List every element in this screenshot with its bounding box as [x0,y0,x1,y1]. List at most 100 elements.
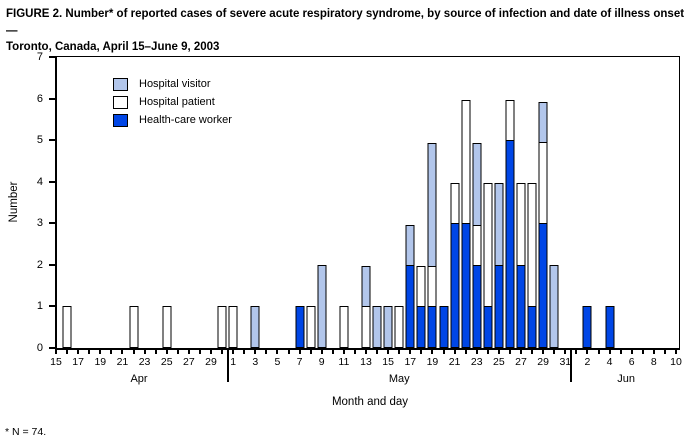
bar-may-30 [549,264,559,348]
x-tick [675,349,677,354]
x-tick [276,349,279,354]
bar-segment-hospital-patient [427,266,437,308]
x-tick [497,349,500,354]
x-axis-title: Month and day [331,396,409,408]
x-tick [542,349,545,354]
x-tick-label: 25 [493,356,505,368]
legend-label: Health-care worker [139,114,232,126]
x-tick [221,349,224,354]
x-tick [121,349,124,354]
x-tick [331,349,334,354]
x-tick [232,349,235,354]
x-tick-label: 15 [382,356,394,368]
y-tick-label: 1 [36,300,43,313]
bar-segment-hospital-visitor [361,266,371,308]
x-tick-label: 29 [205,356,217,368]
bar-segment-hospital-patient [461,100,471,225]
y-tick [49,263,55,266]
legend-row-health-care-worker: Health-care worker [113,113,232,127]
x-tick [176,349,179,354]
month-label-may: May [388,373,410,385]
x-tick-label: 7 [296,356,303,368]
x-tick-label: 19 [94,356,107,368]
bar-may-21 [450,183,460,348]
bars-layer [56,57,676,348]
bar-segment-hospital-patient [394,306,404,348]
legend-row-hospital-patient: Hospital patient [113,95,232,109]
x-tick [597,349,600,354]
bar-segment-hospital-visitor [317,264,327,348]
bar-segment-hospital-patient [483,183,493,308]
bar-segment-hospital-visitor [472,143,482,227]
x-tick [442,349,445,354]
bar-apr-25 [162,306,172,348]
x-tick [165,349,168,354]
figure-title-line2: Toronto, Canada, April 15–June 9, 2003 [6,41,220,54]
bar-segment-hospital-patient [450,183,460,225]
bar-segment-hospital-visitor [372,306,382,348]
x-tick [398,349,401,354]
bar-segment-hospital-visitor [549,264,559,348]
bar-segment-hospital-patient [62,306,72,348]
bar-segment-hospital-visitor [250,306,260,348]
x-tick [298,349,301,354]
x-tick-label: 13 [360,356,372,368]
x-tick-label: 27 [183,356,195,368]
bar-segment-health-care-worker [416,306,426,348]
bar-may-13 [361,266,371,348]
x-tick [66,349,69,354]
legend-swatch-health-care-worker [113,113,128,127]
bar-segment-health-care-worker [461,223,471,348]
legend-swatch-hospital-patient [113,95,128,109]
y-tick [49,222,55,225]
bar-segment-hospital-patient [339,306,349,348]
bar-segment-hospital-patient [538,141,548,225]
bar-jun-2 [582,306,592,348]
bar-may-16 [394,306,404,348]
x-tick [254,349,257,354]
bar-segment-hospital-patient [505,100,515,142]
x-tick [641,349,644,354]
x-tick-label: 2 [584,356,591,368]
x-tick [309,349,312,354]
bar-segment-hospital-patient [416,266,426,308]
x-tick [265,349,268,354]
bar-may-24 [483,183,493,348]
x-tick [243,349,246,354]
figure-title: FIGURE 2. Number* of reported cases of s… [6,6,688,56]
x-tick-label: 29 [537,356,549,368]
legend-row-hospital-visitor: Hospital visitor [113,77,232,91]
bar-may-8 [306,306,316,348]
bar-segment-health-care-worker [527,306,537,348]
bar-segment-hospital-patient [472,224,482,267]
bar-may-18 [416,266,426,348]
bar-segment-health-care-worker [295,306,305,348]
x-tick [353,349,356,354]
legend-label: Hospital patient [139,96,215,108]
figure-title-line1: FIGURE 2. Number* of reported cases of s… [6,8,685,37]
bar-segment-hospital-patient [306,306,316,348]
bar-may-7 [295,306,305,348]
x-tick-label: 4 [606,356,613,368]
bar-segment-health-care-worker [472,264,482,348]
x-tick [409,349,412,354]
x-tick [553,349,556,354]
x-tick-label: 27 [515,356,527,368]
x-tick [652,349,655,354]
x-tick [608,349,611,354]
x-tick-label: 15 [50,356,62,368]
y-tick [49,180,55,183]
x-tick [531,349,534,354]
bar-segment-health-care-worker [405,264,415,348]
x-tick [663,349,666,354]
x-tick-label: 6 [628,356,635,368]
y-tick [49,97,55,100]
legend-label: Hospital visitor [139,78,211,90]
y-tick-label: 7 [36,51,43,63]
y-tick-label: 2 [36,258,43,271]
bar-segment-hospital-patient [527,183,537,308]
bar-segment-health-care-worker [582,306,592,348]
y-axis: 0 1 2 3 4 5 6 7 [0,51,55,354]
x-tick-label: 5 [274,356,281,368]
